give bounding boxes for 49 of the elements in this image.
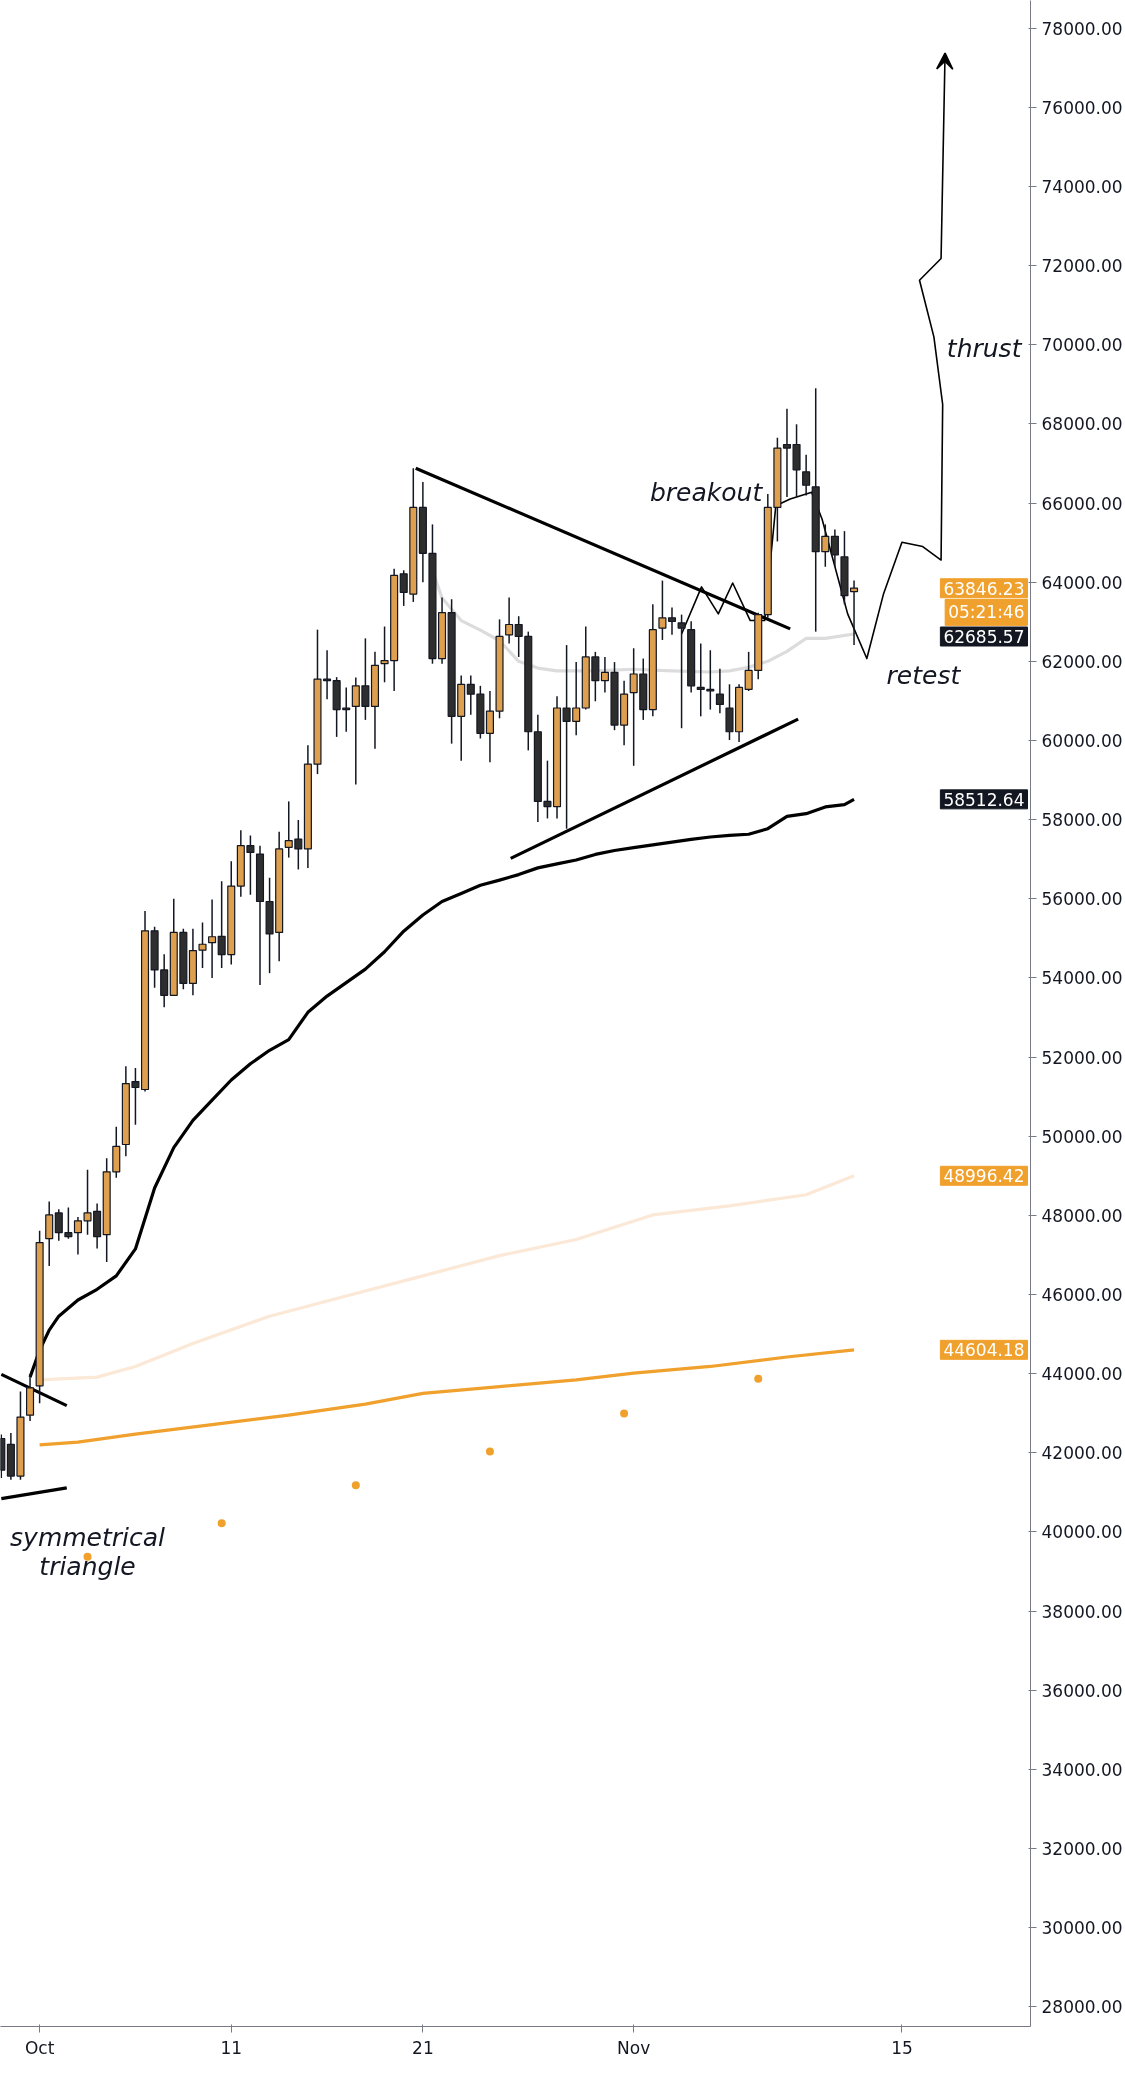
- y-tick-label: 30000.00: [1041, 1918, 1123, 1939]
- y-tick-label: 48000.00: [1041, 1205, 1123, 1226]
- annotation: thrust: [946, 334, 1023, 364]
- candlestick: [802, 454, 811, 497]
- y-tick-label: 68000.00: [1041, 414, 1123, 435]
- y-tick-label: 62000.00: [1041, 651, 1123, 672]
- candlestick: [505, 596, 514, 645]
- x-tick-label: 15: [891, 2037, 913, 2058]
- annotation: 48996.42: [943, 1166, 1025, 1187]
- y-tick-label: 46000.00: [1041, 1284, 1123, 1305]
- y-tick-label: 72000.00: [1041, 256, 1123, 277]
- y-tick-label: 54000.00: [1041, 968, 1123, 989]
- y-tick-label: 42000.00: [1041, 1443, 1123, 1464]
- annotation: 63846.23 05:21:46: [943, 578, 1025, 623]
- x-tick-label: Oct: [24, 2037, 55, 2058]
- candlestick: [830, 528, 839, 568]
- candlestick: [677, 613, 686, 729]
- x-tick-label: 11: [220, 2037, 243, 2058]
- y-tick-label: 36000.00: [1041, 1680, 1123, 1701]
- annotation: 44604.18: [943, 1340, 1025, 1361]
- candlestick: [485, 690, 494, 763]
- y-tick-label: 44000.00: [1041, 1364, 1123, 1385]
- y-tick-label: 40000.00: [1041, 1522, 1123, 1543]
- y-tick-label: 58000.00: [1041, 810, 1123, 831]
- y-tick-label: 70000.00: [1041, 335, 1123, 356]
- y-tick-label: 76000.00: [1041, 97, 1123, 118]
- candlestick: [198, 921, 207, 969]
- y-tick-label: 50000.00: [1041, 1126, 1123, 1147]
- x-tick-label: 21: [412, 2037, 434, 2058]
- x-tick-label: Nov: [617, 2037, 651, 2058]
- annotation: 58512.64: [943, 789, 1025, 810]
- candlestick: [208, 898, 217, 979]
- annotation: retest: [886, 660, 962, 690]
- annotation: 62685.57: [943, 627, 1025, 647]
- y-tick-label: 28000.00: [1041, 1997, 1123, 2018]
- y-tick-label: 74000.00: [1041, 176, 1123, 197]
- y-tick-label: 60000.00: [1041, 730, 1123, 751]
- y-tick-label: 34000.00: [1041, 1759, 1123, 1780]
- y-tick-label: 32000.00: [1041, 1838, 1123, 1859]
- y-tick-label: 78000.00: [1041, 18, 1123, 39]
- y-tick-label: 64000.00: [1041, 572, 1123, 593]
- y-tick-label: 52000.00: [1041, 1047, 1123, 1068]
- y-tick-label: 38000.00: [1041, 1601, 1123, 1622]
- annotation: breakout: [649, 478, 764, 508]
- y-tick-label: 56000.00: [1041, 889, 1123, 910]
- y-tick-label: 66000.00: [1041, 493, 1123, 514]
- annotation: symmetrical triangle: [10, 1523, 166, 1582]
- candlestick: [715, 668, 724, 714]
- candlestick: [45, 1200, 54, 1267]
